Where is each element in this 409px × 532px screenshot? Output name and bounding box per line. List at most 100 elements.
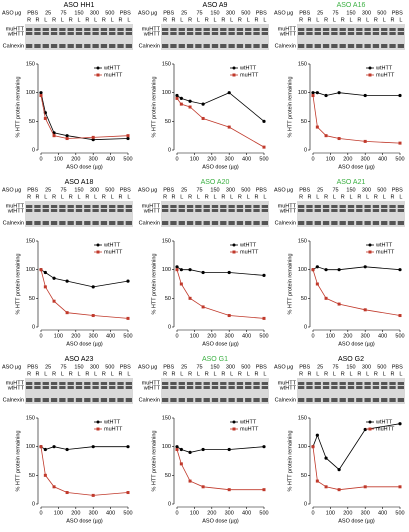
blot-band bbox=[203, 205, 210, 208]
blot-band bbox=[364, 398, 371, 402]
blot-band bbox=[261, 32, 268, 35]
x-tick-label: 400 bbox=[378, 333, 387, 339]
blot-band bbox=[211, 382, 219, 385]
blot-band bbox=[228, 44, 235, 48]
data-point bbox=[315, 433, 319, 437]
blot-band bbox=[322, 32, 330, 35]
aso-label: ASO µg bbox=[2, 187, 21, 193]
blot-band bbox=[203, 221, 210, 225]
panel-title: ASO G2 bbox=[338, 356, 364, 363]
dose-label: PBS bbox=[392, 364, 403, 370]
y-tick-label: 50 bbox=[165, 119, 171, 125]
blot-band bbox=[26, 28, 33, 31]
blot-band bbox=[125, 32, 132, 35]
dose-label: 150 bbox=[210, 187, 219, 193]
dose-label: 75 bbox=[197, 187, 203, 193]
lane-label: R bbox=[374, 371, 378, 377]
data-point bbox=[337, 302, 341, 306]
data-point bbox=[315, 265, 319, 269]
blot-band bbox=[253, 386, 260, 389]
blot-band bbox=[364, 386, 371, 389]
legend-marker bbox=[96, 250, 100, 254]
legend-label: wtHTT bbox=[239, 65, 257, 71]
legend-marker bbox=[96, 73, 100, 77]
data-point bbox=[126, 134, 130, 138]
data-point bbox=[175, 96, 179, 100]
data-point bbox=[398, 268, 402, 272]
blot-band bbox=[356, 205, 363, 208]
blot-band bbox=[314, 209, 321, 212]
x-axis-label: ASO dose (µg) bbox=[338, 341, 375, 347]
blot-band bbox=[228, 28, 235, 31]
blot-band bbox=[117, 28, 124, 31]
lane-label: L bbox=[77, 17, 80, 23]
blot-row-label: wtHTT bbox=[279, 208, 297, 214]
blot-band bbox=[356, 221, 363, 225]
data-point bbox=[311, 94, 315, 98]
blot-band bbox=[178, 32, 185, 35]
blot-band bbox=[397, 209, 404, 212]
x-tick-label: 400 bbox=[242, 333, 251, 339]
lane-label: R bbox=[221, 17, 225, 23]
blot-band bbox=[92, 386, 99, 389]
dose-label: 150 bbox=[346, 10, 355, 16]
blot-band bbox=[389, 32, 396, 35]
blot-band bbox=[339, 209, 346, 212]
dose-label: PBS bbox=[27, 364, 38, 370]
blot-band bbox=[100, 44, 108, 48]
lane-label: L bbox=[316, 371, 319, 377]
y-tick-label: 150 bbox=[298, 238, 307, 244]
blot-band bbox=[397, 205, 404, 208]
blot-band bbox=[117, 382, 124, 385]
lane-label: L bbox=[44, 194, 47, 200]
blot-band bbox=[162, 209, 169, 212]
x-tick-label: 100 bbox=[190, 156, 199, 162]
blot-band bbox=[117, 44, 124, 48]
blot-band bbox=[162, 32, 169, 35]
lane-label: L bbox=[61, 194, 64, 200]
data-point bbox=[43, 447, 47, 452]
blot-band bbox=[356, 44, 363, 48]
blot-band bbox=[50, 209, 58, 212]
y-tick-label: 100 bbox=[298, 267, 307, 273]
blot-band bbox=[364, 44, 371, 48]
blot-band bbox=[364, 205, 371, 208]
data-point bbox=[188, 296, 192, 300]
blot-band bbox=[356, 398, 363, 402]
data-point bbox=[175, 265, 179, 269]
y-tick-label: 50 bbox=[301, 473, 307, 479]
panel-title: ASO A21 bbox=[337, 179, 366, 186]
blot-band bbox=[178, 28, 185, 31]
blot-band bbox=[195, 32, 202, 35]
lane-label: R bbox=[171, 194, 175, 200]
blot-band bbox=[211, 44, 219, 48]
lane-label: R bbox=[85, 194, 89, 200]
data-point bbox=[91, 135, 95, 139]
legend-marker bbox=[96, 427, 100, 431]
blot-band bbox=[228, 386, 235, 389]
data-point bbox=[179, 268, 183, 272]
blot-band bbox=[372, 28, 380, 31]
legend-label: muHTT bbox=[376, 72, 395, 78]
x-tick-label: 200 bbox=[343, 510, 352, 516]
blot-band bbox=[261, 382, 268, 385]
blot-band bbox=[109, 44, 116, 48]
x-axis-label: ASO dose (µg) bbox=[202, 341, 239, 347]
data-point bbox=[52, 276, 56, 280]
dose-label: 300 bbox=[362, 187, 371, 193]
lane-label: R bbox=[27, 194, 31, 200]
lane-label: R bbox=[102, 371, 106, 377]
blot-row-label: muHTT bbox=[6, 380, 25, 386]
panel-title: ASO A16 bbox=[337, 2, 366, 9]
lane-label: L bbox=[44, 17, 47, 23]
data-point bbox=[201, 305, 205, 309]
dose-label: 25 bbox=[317, 187, 323, 193]
lane-label: L bbox=[383, 371, 386, 377]
blot-band bbox=[84, 28, 91, 31]
dose-label: 25 bbox=[181, 364, 187, 370]
dose-label: 75 bbox=[333, 364, 339, 370]
blot-band bbox=[347, 382, 355, 385]
lane-label: R bbox=[255, 371, 259, 377]
lane-label: R bbox=[391, 371, 395, 377]
